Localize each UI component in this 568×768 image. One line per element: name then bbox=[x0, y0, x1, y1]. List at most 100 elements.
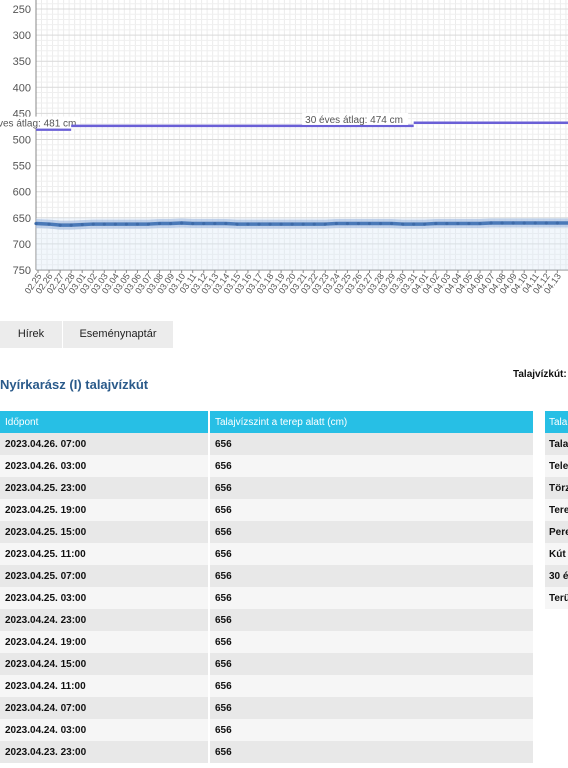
cell-time: 2023.04.26. 03:00 bbox=[0, 455, 210, 477]
table-row: 2023.04.24. 15:00 656 bbox=[0, 653, 535, 675]
series-point bbox=[401, 222, 405, 226]
series-point bbox=[34, 221, 38, 226]
side-row: 30 é bbox=[545, 565, 568, 587]
side-cell: Tele bbox=[545, 455, 568, 477]
cell-time: 2023.04.24. 03:00 bbox=[0, 719, 210, 741]
side-cell: Terü bbox=[545, 587, 568, 609]
cell-level: 656 bbox=[209, 719, 535, 741]
series-point bbox=[312, 222, 316, 226]
table-row: 2023.04.23. 23:00 656 bbox=[0, 741, 535, 763]
cell-time: 2023.04.24. 19:00 bbox=[0, 631, 210, 653]
table-row: 2023.04.25. 11:00 656 bbox=[0, 543, 535, 565]
tab-esemenynaptar[interactable]: Eseménynaptár bbox=[63, 321, 173, 348]
table-row: 2023.04.26. 07:00 656 bbox=[0, 433, 535, 455]
series-point bbox=[69, 223, 73, 227]
series-point bbox=[412, 222, 416, 226]
series-point bbox=[323, 222, 327, 226]
side-row: Kút bbox=[545, 543, 568, 565]
reference-label-bg bbox=[302, 112, 409, 125]
series-point bbox=[533, 221, 537, 225]
series-point bbox=[290, 222, 294, 226]
series-point bbox=[213, 221, 217, 226]
reference-label-bg bbox=[0, 116, 80, 129]
side-row: Tele bbox=[545, 455, 568, 477]
series-point bbox=[224, 221, 228, 226]
tab-bar: Hírek Eseménynaptár bbox=[0, 321, 173, 348]
series-point bbox=[80, 222, 84, 227]
cell-level: 656 bbox=[209, 521, 535, 543]
series-point bbox=[390, 221, 394, 226]
side-cell: Tala bbox=[545, 433, 568, 455]
side-row: Terü bbox=[545, 587, 568, 609]
header-level: Talajvízszint a terep alatt (cm) bbox=[209, 411, 535, 433]
side-cell: Pere bbox=[545, 521, 568, 543]
series-point bbox=[58, 223, 62, 227]
series-point bbox=[279, 222, 283, 226]
table-row: 2023.04.24. 19:00 656 bbox=[0, 631, 535, 653]
tab-hirek[interactable]: Hírek bbox=[0, 321, 62, 348]
series-point bbox=[334, 221, 338, 226]
y-tick-label: 350 bbox=[13, 56, 31, 68]
series-point bbox=[235, 222, 239, 226]
side-row: Pere bbox=[545, 521, 568, 543]
cell-time: 2023.04.25. 03:00 bbox=[0, 587, 210, 609]
series-point bbox=[378, 221, 383, 226]
header-time: Időpont bbox=[0, 411, 210, 433]
y-tick-label: 300 bbox=[13, 30, 31, 42]
cell-time: 2023.04.24. 11:00 bbox=[0, 675, 210, 697]
cell-level: 656 bbox=[209, 455, 535, 477]
side-cell: Tere bbox=[545, 499, 568, 521]
series-point bbox=[434, 221, 438, 226]
cell-time: 2023.04.24. 15:00 bbox=[0, 653, 210, 675]
cell-level: 656 bbox=[209, 675, 535, 697]
series-point bbox=[135, 222, 140, 226]
cell-level: 656 bbox=[209, 741, 535, 763]
series-point bbox=[169, 221, 173, 226]
y-tick-label: 750 bbox=[13, 265, 31, 277]
series-point bbox=[500, 221, 504, 225]
measurements-table: Időpont Talajvízszint a terep alatt (cm)… bbox=[0, 411, 535, 763]
cell-time: 2023.04.25. 07:00 bbox=[0, 565, 210, 587]
series-point bbox=[467, 221, 471, 226]
series-point bbox=[456, 221, 460, 226]
table-row: 2023.04.24. 07:00 656 bbox=[0, 697, 535, 719]
series-point bbox=[356, 221, 361, 226]
table-row: 2023.04.24. 03:00 656 bbox=[0, 719, 535, 741]
series-point bbox=[522, 221, 526, 225]
series-point bbox=[345, 221, 349, 226]
cell-level: 656 bbox=[209, 477, 535, 499]
cell-level: 656 bbox=[209, 587, 535, 609]
series-point bbox=[124, 222, 128, 226]
cell-level: 656 bbox=[209, 653, 535, 675]
table-row: 2023.04.25. 19:00 656 bbox=[0, 499, 535, 521]
series-point bbox=[301, 222, 305, 226]
series-point bbox=[191, 221, 195, 226]
table-row: 2023.04.25. 15:00 656 bbox=[0, 521, 535, 543]
side-cell: 30 é bbox=[545, 565, 568, 587]
series-point bbox=[146, 222, 151, 226]
cell-time: 2023.04.25. 11:00 bbox=[0, 543, 210, 565]
well-label: Talajvízkút: bbox=[513, 369, 567, 380]
cell-time: 2023.04.25. 19:00 bbox=[0, 499, 210, 521]
series-point bbox=[367, 221, 372, 226]
series-point bbox=[257, 222, 261, 226]
y-tick-label: 250 bbox=[13, 4, 31, 16]
series-point bbox=[445, 221, 449, 226]
series-point bbox=[544, 221, 548, 225]
y-tick-label: 550 bbox=[13, 161, 31, 173]
cell-level: 656 bbox=[209, 499, 535, 521]
y-tick-label: 650 bbox=[13, 213, 31, 225]
cell-level: 656 bbox=[209, 631, 535, 653]
y-tick-label: 400 bbox=[13, 82, 31, 94]
table-row: 2023.04.24. 11:00 656 bbox=[0, 675, 535, 697]
cell-time: 2023.04.23. 23:00 bbox=[0, 741, 210, 763]
series-point bbox=[511, 221, 515, 225]
cell-time: 2023.04.24. 07:00 bbox=[0, 697, 210, 719]
well-info-table: Tala Tala Tele Törz Tere Pere Kút 30 é Terü bbox=[545, 411, 568, 609]
table-row: 2023.04.25. 03:00 656 bbox=[0, 587, 535, 609]
series-point bbox=[180, 221, 184, 225]
cell-time: 2023.04.25. 15:00 bbox=[0, 521, 210, 543]
side-row: Tala bbox=[545, 433, 568, 455]
series-point bbox=[47, 222, 51, 226]
series-point bbox=[91, 222, 95, 226]
